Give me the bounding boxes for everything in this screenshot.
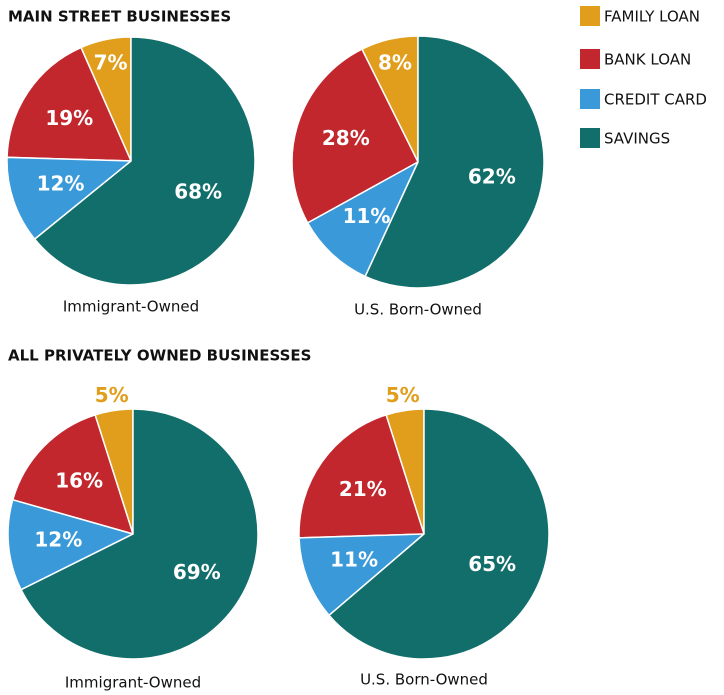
- pie-label: U.S. Born-Owned: [360, 671, 488, 689]
- value-label: 28%: [322, 126, 370, 150]
- pie-slice: [20, 408, 259, 660]
- pie-slice: [364, 35, 545, 289]
- value-label: 65%: [468, 552, 516, 576]
- pie-slice: [33, 36, 256, 286]
- value-label: 62%: [468, 165, 516, 189]
- value-label: 11%: [343, 204, 391, 228]
- value-label: 21%: [339, 477, 387, 501]
- legend-label: CREDIT CARD: [604, 91, 707, 109]
- pie-slice: [291, 48, 419, 224]
- value-label: 5%: [386, 383, 420, 407]
- section-title: ALL PRIVATELY OWNED BUSINESSES: [8, 347, 311, 365]
- value-label: 12%: [34, 527, 82, 551]
- legend-label: SAVINGS: [604, 130, 670, 148]
- legend-label: BANK LOAN: [604, 51, 691, 69]
- pie-slice: [11, 413, 135, 536]
- legend-swatch: [580, 49, 600, 69]
- pie-slice: [7, 498, 136, 591]
- pie-slice: [298, 413, 426, 539]
- legend-label: FAMILY LOAN: [604, 8, 700, 26]
- value-label: 11%: [330, 548, 378, 572]
- value-label: 8%: [378, 50, 412, 74]
- value-label: 7%: [94, 50, 128, 74]
- value-label: 12%: [37, 171, 85, 195]
- legend-swatch: [580, 6, 600, 26]
- value-label: 69%: [173, 560, 221, 584]
- pie-slice: [6, 156, 134, 241]
- section-title: MAIN STREET BUSINESSES: [8, 8, 231, 26]
- legend-swatch: [580, 128, 600, 148]
- value-label: 68%: [174, 179, 222, 203]
- value-label: 16%: [55, 468, 103, 492]
- pie-label: Immigrant-Owned: [63, 298, 199, 316]
- value-label: 19%: [45, 106, 93, 130]
- pie-slice: [298, 533, 427, 617]
- legend-swatch: [580, 89, 600, 109]
- pie-slice: [6, 46, 133, 162]
- pie-slice: [306, 160, 420, 278]
- pie-label: Immigrant-Owned: [65, 674, 201, 692]
- pie-label: U.S. Born-Owned: [354, 301, 482, 319]
- pie-slice: [328, 408, 550, 660]
- value-label: 5%: [95, 383, 129, 407]
